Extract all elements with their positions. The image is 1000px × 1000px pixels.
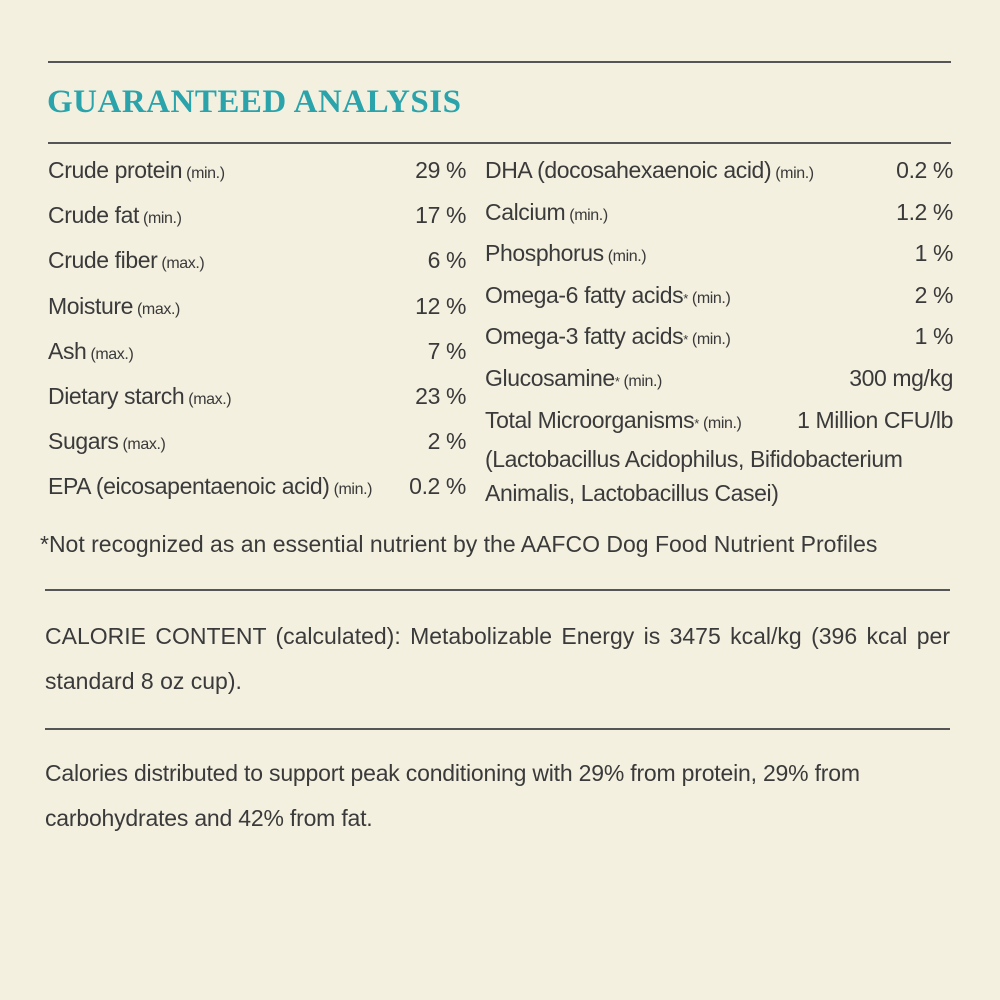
qualifier: (min.) bbox=[775, 165, 814, 182]
nutrient-value: 300 mg/kg bbox=[849, 364, 953, 391]
nutrient-name: Crude protein bbox=[48, 157, 183, 183]
qualifier: (min.) bbox=[143, 210, 182, 228]
qualifier: (max.) bbox=[137, 300, 180, 318]
footnote: *Not recognized as an essential nutrient… bbox=[40, 531, 878, 557]
nutrient-value: 0.2 % bbox=[409, 473, 466, 500]
divider bbox=[48, 142, 951, 144]
calorie-distribution: Calories distributed to support peak con… bbox=[45, 760, 860, 831]
nutrient-row: Total Microorganisms * (min.) 1 Million CFU… bbox=[485, 407, 953, 449]
nutrient-name: EPA (eicosapentaenoic acid) bbox=[48, 473, 330, 500]
asterisk: * bbox=[683, 332, 688, 348]
nutrient-value: 6 % bbox=[427, 247, 467, 274]
nutrient-row: Moisture (max.) 12 % bbox=[48, 293, 466, 338]
nutrient-row: Ash (max.) 7 % bbox=[48, 338, 466, 383]
nutrient-row: Calcium (min.) 1.2 % bbox=[485, 199, 953, 241]
nutrient-row: Sugars (max.) 2 % bbox=[48, 428, 466, 473]
qualifier: (min.) bbox=[691, 289, 731, 307]
qualifier: (max.) bbox=[122, 436, 166, 454]
nutrient-row: Glucosamine * (min.) 300 mg/kg bbox=[485, 365, 953, 407]
nutrient-name: Crude fat bbox=[48, 202, 140, 229]
asterisk: * bbox=[694, 415, 699, 431]
nutrient-row: Crude fat (min.) 17 % bbox=[48, 202, 466, 247]
qualifier: (min.) bbox=[623, 372, 663, 390]
nutrient-row: Crude fiber (max.) 6 % bbox=[48, 247, 466, 292]
nutrient-row: EPA (eicosapentaenoic acid) (min.) 0.2 % bbox=[48, 473, 466, 518]
nutrient-name: DHA (docosahexaenoic acid) bbox=[485, 157, 772, 183]
divider bbox=[45, 589, 950, 591]
nutrient-value: 23 % bbox=[415, 382, 466, 409]
asterisk: * bbox=[683, 290, 688, 306]
nutrient-value: 29 % bbox=[415, 157, 466, 183]
nutrient-name: Crude fiber bbox=[48, 247, 158, 274]
qualifier: (min.) bbox=[702, 414, 742, 432]
nutrient-row: Omega-6 fatty acids * (min.) 2 % bbox=[485, 282, 953, 324]
nutrient-name: Omega-6 fatty acids bbox=[485, 281, 684, 308]
nutrient-name: Omega-3 fatty acids bbox=[485, 323, 684, 350]
nutrient-row: DHA (docosahexaenoic acid) (min.) 0.2 % bbox=[485, 157, 953, 199]
nutrient-name: Calcium bbox=[485, 198, 566, 225]
qualifier: (min.) bbox=[186, 165, 225, 182]
qualifier: (max.) bbox=[161, 255, 205, 273]
nutrient-value: 7 % bbox=[427, 337, 467, 364]
qualifier: (min.) bbox=[691, 331, 731, 349]
qualifier: (max.) bbox=[188, 390, 232, 408]
nutrient-value: 12 % bbox=[415, 292, 466, 319]
nutrient-value: 0.2 % bbox=[896, 157, 953, 183]
nutrient-name: Moisture bbox=[48, 292, 133, 319]
nutrient-name: Total Microorganisms bbox=[485, 406, 695, 433]
nutrient-row: Crude protein (min.) 29 % bbox=[48, 157, 466, 202]
asterisk: * bbox=[614, 373, 620, 389]
calorie-content: CALORIE CONTENT (calculated): Metaboliza… bbox=[45, 623, 950, 694]
nutrient-value: 1 Million CFU/lb bbox=[797, 406, 953, 433]
title: GUARANTEED ANALYSIS bbox=[47, 84, 462, 120]
nutrient-name: Ash bbox=[48, 337, 87, 364]
qualifier: (max.) bbox=[90, 345, 134, 363]
nutrient-value: 2 % bbox=[914, 281, 954, 308]
divider bbox=[48, 61, 951, 63]
nutrient-row: Omega-3 fatty acids * (min.) 1 % bbox=[485, 323, 953, 365]
nutrient-name: Dietary starch bbox=[48, 382, 185, 409]
nutrient-name: Glucosamine bbox=[485, 364, 615, 391]
nutrient-value: 1.2 % bbox=[896, 198, 953, 225]
nutrient-value: 17 % bbox=[415, 202, 466, 229]
qualifier: (min.) bbox=[333, 481, 373, 499]
nutrient-detail: (Lactobacillus Acidophilus, Bifidobacter… bbox=[485, 446, 903, 507]
qualifier: (min.) bbox=[569, 206, 608, 224]
qualifier: (min.) bbox=[607, 248, 647, 266]
right-column: DHA (docosahexaenoic acid) (min.) 0.2 % Cal… bbox=[485, 157, 953, 510]
nutrient-value: 1 % bbox=[914, 240, 954, 267]
nutrient-row: Dietary starch (max.) 23 % bbox=[48, 383, 466, 428]
nutrient-value: 2 % bbox=[427, 428, 467, 455]
nutrient-value: 1 % bbox=[914, 323, 954, 350]
nutrient-name: Sugars bbox=[48, 428, 119, 455]
divider bbox=[45, 728, 950, 730]
nutrient-row: Phosphorus (min.) 1 % bbox=[485, 240, 953, 282]
left-column: Crude protein (min.) 29 % Crude fat (min.) 17… bbox=[48, 157, 466, 519]
nutrient-name: Phosphorus bbox=[485, 240, 604, 267]
